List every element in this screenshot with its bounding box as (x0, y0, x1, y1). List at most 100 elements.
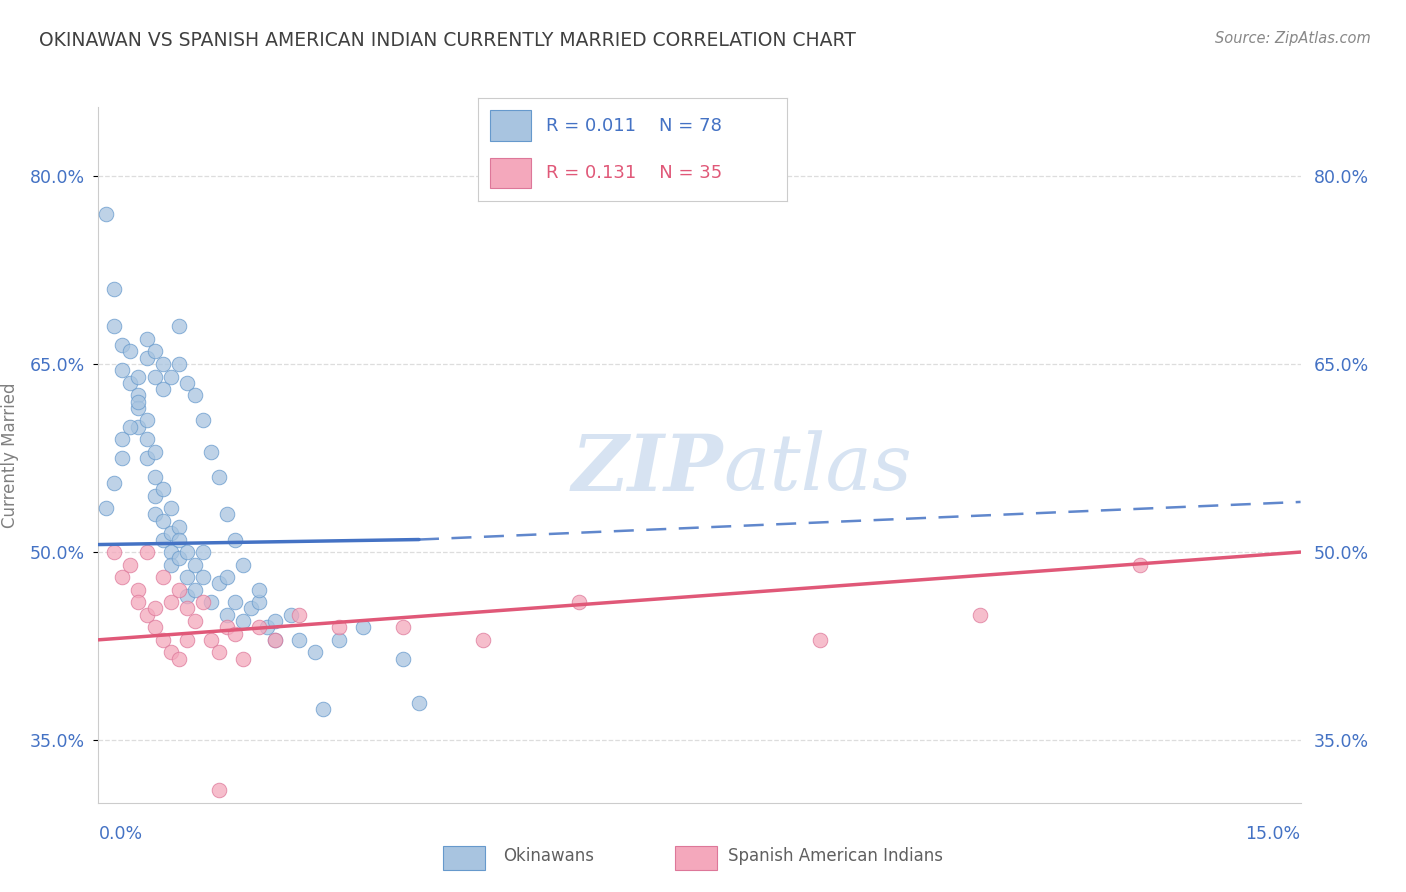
Point (143, 444, 166, 458)
Point (159, 645, 181, 659)
Point (312, 702, 335, 716)
Point (288, 607, 311, 622)
Bar (443, 846, 485, 870)
Text: OKINAWAN VS SPANISH AMERICAN INDIAN CURRENTLY MARRIED CORRELATION CHART: OKINAWAN VS SPANISH AMERICAN INDIAN CURR… (39, 31, 856, 50)
Text: 15.0%: 15.0% (1246, 825, 1301, 843)
Point (159, 595, 181, 609)
Point (232, 651, 254, 665)
Point (280, 607, 302, 622)
Point (135, 432, 157, 446)
Point (208, 470, 231, 484)
Point (167, 319, 190, 334)
Point (408, 696, 430, 710)
Point (239, 601, 262, 615)
Point (167, 582, 190, 597)
Point (392, 651, 415, 665)
Point (152, 483, 174, 497)
Point (208, 783, 231, 797)
Point (215, 607, 238, 622)
Point (96, 206, 118, 220)
Point (159, 545, 181, 559)
Point (143, 601, 166, 615)
Point (143, 508, 166, 522)
Point (103, 476, 125, 491)
Point (103, 319, 125, 334)
Point (111, 432, 134, 446)
Point (152, 570, 174, 584)
Point (159, 558, 181, 572)
Point (568, 595, 591, 609)
Point (808, 632, 831, 647)
Point (143, 369, 166, 384)
Y-axis label: Currently Married: Currently Married (1, 382, 18, 528)
Point (128, 369, 150, 384)
Point (120, 376, 142, 390)
Point (328, 620, 350, 634)
Point (224, 533, 246, 547)
Point (183, 558, 205, 572)
Point (191, 545, 214, 559)
Point (167, 533, 190, 547)
Text: R = 0.011    N = 78: R = 0.011 N = 78 (546, 117, 721, 135)
Point (135, 545, 157, 559)
Point (191, 595, 214, 609)
Point (176, 601, 198, 615)
Point (96, 501, 118, 516)
Point (152, 357, 174, 371)
Text: atlas: atlas (724, 431, 912, 507)
Point (215, 620, 238, 634)
Point (472, 632, 495, 647)
Point (103, 282, 125, 296)
Point (247, 582, 270, 597)
Point (143, 470, 166, 484)
Point (128, 394, 150, 409)
Point (224, 595, 246, 609)
Point (128, 401, 150, 415)
Point (128, 388, 150, 402)
Point (208, 576, 231, 591)
Point (969, 607, 991, 622)
Point (111, 570, 134, 584)
Point (135, 413, 157, 427)
Point (111, 363, 134, 377)
Point (232, 614, 254, 628)
Point (176, 570, 198, 584)
Point (167, 651, 190, 665)
Point (263, 614, 285, 628)
Point (352, 620, 374, 634)
Point (1129, 558, 1152, 572)
Point (183, 388, 205, 402)
Point (191, 413, 214, 427)
Text: 0.0%: 0.0% (98, 825, 142, 843)
Point (120, 419, 142, 434)
Point (152, 514, 174, 528)
Point (120, 344, 142, 359)
Point (200, 632, 222, 647)
Point (191, 570, 214, 584)
Point (167, 551, 190, 566)
Point (167, 357, 190, 371)
Point (159, 526, 181, 541)
Point (224, 626, 246, 640)
Bar (491, 111, 530, 141)
Point (183, 582, 205, 597)
Point (167, 520, 190, 534)
Point (143, 344, 166, 359)
Point (208, 645, 231, 659)
Point (392, 620, 415, 634)
Point (304, 645, 326, 659)
Point (183, 614, 205, 628)
Point (215, 570, 238, 584)
Text: Spanish American Indians: Spanish American Indians (728, 847, 942, 865)
Text: Source: ZipAtlas.com: Source: ZipAtlas.com (1215, 31, 1371, 46)
Point (103, 545, 125, 559)
Text: ZIP: ZIP (572, 431, 724, 507)
Point (176, 589, 198, 603)
Point (152, 533, 174, 547)
Point (159, 501, 181, 516)
Point (128, 595, 150, 609)
Bar (491, 158, 530, 188)
Point (111, 338, 134, 352)
Point (135, 332, 157, 346)
Text: R = 0.131    N = 35: R = 0.131 N = 35 (546, 164, 723, 182)
